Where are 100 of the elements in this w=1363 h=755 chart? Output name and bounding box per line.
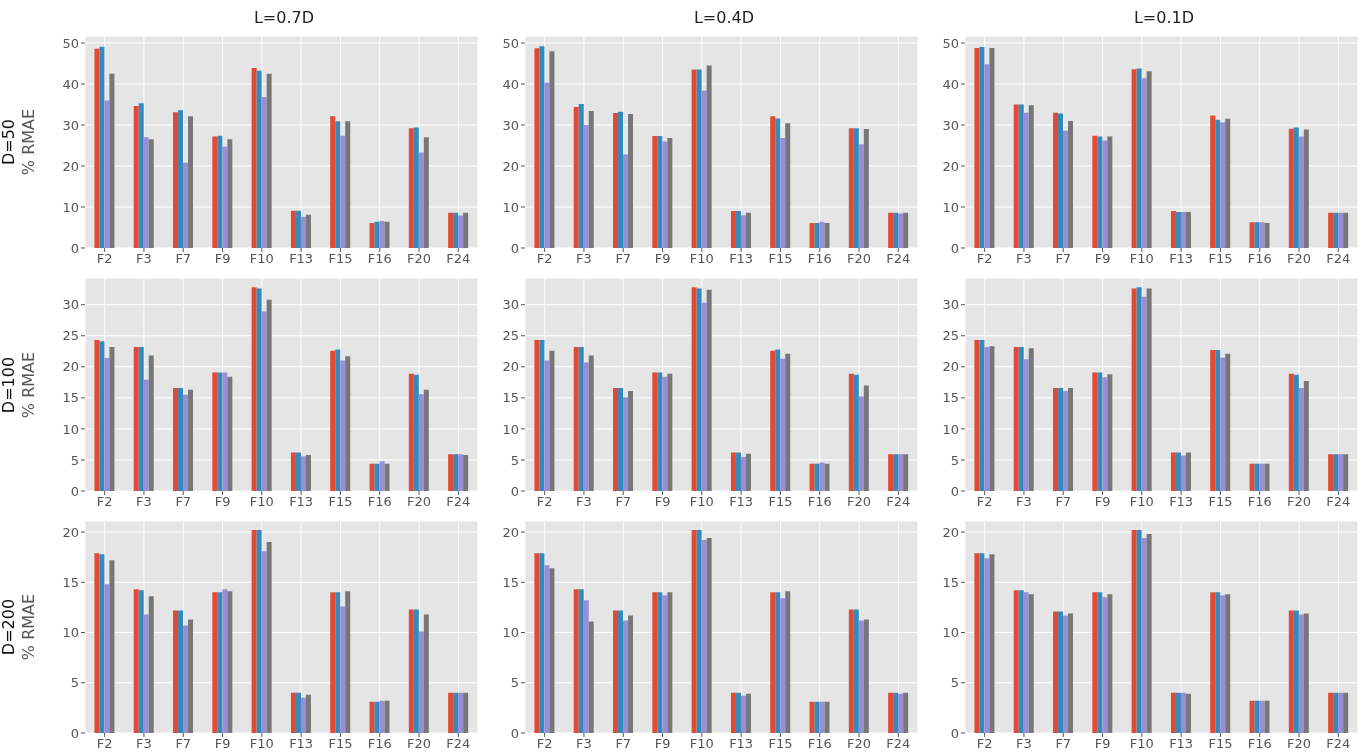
bar [138,590,144,733]
y-tick-label: 30 [502,117,519,133]
bar [1225,594,1231,733]
bar [1264,222,1270,248]
bar [583,600,589,733]
bar [1288,373,1294,491]
bar [1131,288,1137,491]
bar [628,391,634,491]
bar [544,360,550,491]
chart-title: L=0.7D [252,8,316,27]
bar [261,311,267,491]
y-tick-label: 0 [70,483,79,499]
bar [1215,592,1221,733]
x-tick-label: F10 [249,494,274,510]
bar [984,64,990,248]
bar [266,73,272,248]
bar [408,128,414,248]
bar [1097,372,1103,491]
bar [1058,611,1064,733]
bar [1210,350,1216,491]
chart-title: L=0.4D [692,8,756,27]
x-tick-label: F15 [328,251,353,267]
bar [1092,592,1098,733]
bar [780,138,786,248]
bar [448,692,454,733]
bar [104,358,110,491]
bar [735,452,741,491]
bar [379,700,385,733]
bar [588,111,594,248]
x-tick-label: F15 [768,494,793,510]
bar [109,346,115,491]
bar [819,221,825,248]
bar [345,356,351,491]
bar [463,692,469,733]
bar [544,82,550,248]
bar [212,372,218,491]
bar [893,212,899,248]
bar [853,609,859,733]
bar [1175,211,1181,248]
bar [974,553,980,733]
bar [984,346,990,491]
chart-title: L=0.1D [1132,8,1196,27]
bar [623,154,629,248]
bar [628,113,634,248]
x-tick-label: F20 [407,494,432,510]
bar [1170,692,1176,733]
bar [1249,222,1255,248]
bar [809,701,815,733]
bar [222,146,228,248]
bar [345,591,351,733]
x-tick-label: F13 [729,494,754,510]
bar [657,372,663,491]
y-tick-label: 10 [502,421,519,437]
x-tick-label: F13 [1169,736,1194,752]
bar [735,211,741,248]
y-tick-label: 10 [942,625,959,641]
bar [1225,118,1231,248]
bar [227,139,233,248]
bar [730,211,736,248]
x-tick-label: F13 [289,251,314,267]
x-tick-label: F24 [1326,736,1351,752]
x-tick-label: F13 [729,251,754,267]
y-tick-label: 5 [510,452,519,468]
y-tick-label: 0 [950,725,959,741]
bar [99,554,105,733]
bar [1092,135,1098,248]
bar [1303,129,1309,248]
bar [893,454,899,491]
bar [330,116,336,248]
bar [340,135,346,248]
bar [1058,113,1064,248]
y-tick-label: 30 [942,117,959,133]
bar [809,463,815,491]
x-tick-label: F2 [536,736,553,752]
x-tick-label: F13 [289,494,314,510]
bar [853,128,859,248]
bar [379,220,385,248]
y-tick-label: 10 [502,199,519,215]
bar [667,373,673,491]
bar [256,288,262,491]
bar [217,135,223,248]
x-tick-label: F16 [1247,736,1272,752]
bar [1259,463,1265,491]
bar [1102,597,1108,733]
x-tick-label: F2 [976,494,993,510]
x-tick-label: F15 [328,494,353,510]
y-tick-label: 15 [942,574,959,590]
bar [903,692,909,733]
bar [974,47,980,248]
x-tick-label: F3 [576,736,592,752]
bar [1293,127,1299,248]
x-tick-label: F10 [1129,736,1154,752]
bar [770,116,776,248]
bar [408,373,414,491]
bar [1102,377,1108,491]
bar [740,695,746,733]
x-tick-label: F9 [1094,251,1111,267]
y-tick-label: 30 [502,297,519,313]
bar [1343,692,1349,733]
bar [345,121,351,248]
